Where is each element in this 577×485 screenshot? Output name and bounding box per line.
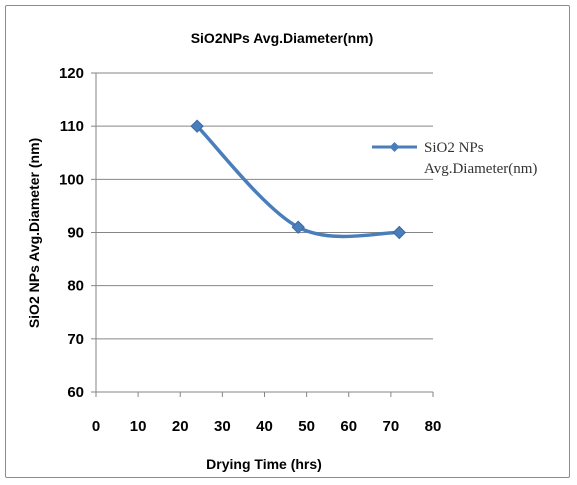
y-tick-label-80: 80	[67, 278, 84, 295]
x-tick-label-40: 40	[256, 418, 273, 435]
legend-marker-0	[389, 142, 400, 152]
y-tick-label-70: 70	[67, 331, 84, 348]
chart-title: SiO2NPs Avg.Diameter(nm)	[191, 30, 374, 46]
data-point-0-1	[291, 220, 305, 234]
data-point-0-2	[392, 225, 407, 240]
x-tick-label-10: 10	[130, 418, 147, 435]
x-axis-title: Drying Time (hrs)	[206, 456, 322, 472]
y-tick-label-60: 60	[67, 384, 84, 401]
data-point-0-0	[190, 119, 204, 133]
y-tick-label-100: 100	[59, 171, 84, 188]
gridlines	[96, 72, 433, 340]
y-tick-label-120: 120	[59, 65, 84, 82]
series-layer	[190, 119, 407, 240]
legend-label-line-1: Avg.Diameter(nm)	[424, 161, 537, 177]
x-axis-ticks: 0 10 20 30 40 50 60 70 80	[92, 392, 442, 435]
x-tick-label-70: 70	[383, 418, 400, 435]
x-tick-label-30: 30	[214, 418, 231, 435]
y-tick-label-90: 90	[67, 225, 84, 242]
legend-label-line-0: SiO2 NPs	[424, 140, 484, 156]
x-tick-label-50: 50	[298, 418, 315, 435]
series-line-0	[195, 124, 402, 239]
x-tick-label-80: 80	[425, 418, 442, 435]
chart-frame	[5, 5, 570, 478]
x-tick-label-0: 0	[92, 418, 100, 435]
y-axis-title: SiO2 NPs Avg.Diameter (nm)	[26, 138, 42, 328]
y-axis-ticks: 60 70 80 90 100 110 120	[59, 65, 96, 401]
legend: SiO2 NPs Avg.Diameter(nm)	[372, 140, 537, 177]
x-tick-label-60: 60	[340, 418, 357, 435]
y-tick-label-110: 110	[60, 118, 84, 135]
x-tick-label-20: 20	[172, 418, 189, 435]
